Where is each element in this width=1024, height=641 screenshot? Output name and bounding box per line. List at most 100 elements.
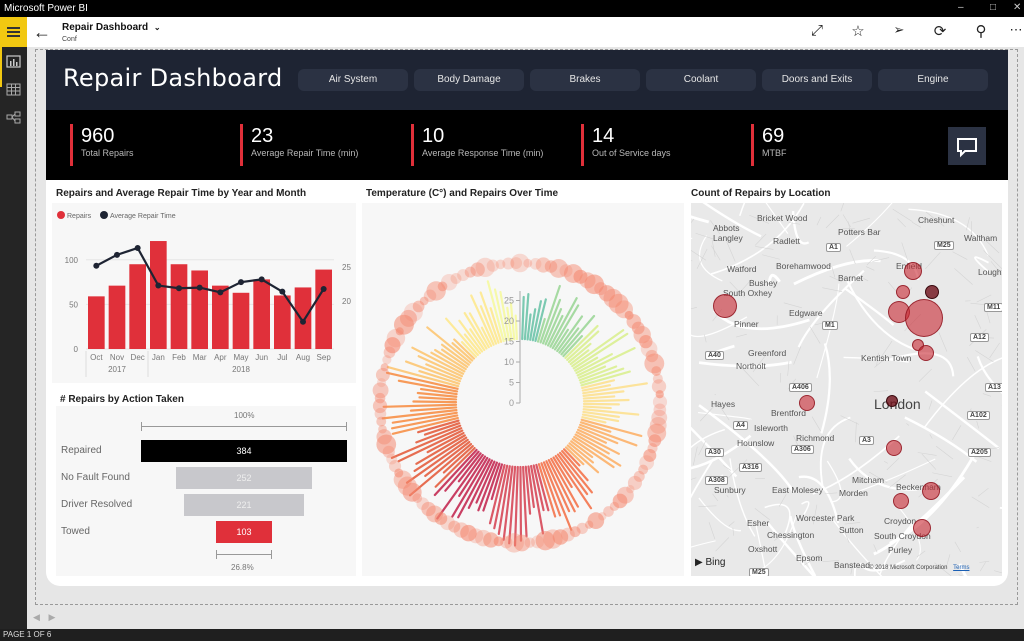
repair-bubble[interactable] — [470, 262, 485, 277]
location-bubble[interactable] — [925, 285, 939, 299]
favorite-star-icon[interactable]: ☆ — [851, 23, 865, 40]
repair-bubble[interactable] — [399, 309, 417, 327]
line-marker[interactable] — [93, 262, 100, 269]
repair-bubble[interactable] — [386, 453, 398, 465]
relationships-icon[interactable] — [6, 111, 21, 124]
terms-link[interactable]: Terms — [953, 565, 970, 571]
repair-bubble[interactable] — [486, 259, 499, 272]
repair-bubble[interactable] — [644, 353, 665, 374]
repair-bubble[interactable] — [464, 266, 476, 278]
bar-repairs[interactable] — [108, 285, 126, 349]
line-marker[interactable] — [217, 289, 224, 296]
repair-bubble[interactable] — [382, 355, 392, 365]
refresh-icon[interactable]: ⟳ — [933, 23, 947, 40]
repair-bubble[interactable] — [624, 310, 634, 320]
repair-bubble[interactable] — [633, 470, 645, 482]
maximize-button[interactable]: □ — [990, 2, 997, 13]
repair-bubble[interactable] — [374, 392, 386, 404]
repair-bubble[interactable] — [535, 257, 551, 273]
repair-bubble[interactable] — [378, 424, 387, 434]
repair-bubble[interactable] — [376, 434, 397, 455]
repair-bubble[interactable] — [372, 398, 388, 414]
more-icon[interactable]: ⋯ — [1009, 22, 1023, 37]
pin-icon[interactable]: ➢ — [893, 22, 905, 37]
repair-bubble[interactable] — [495, 259, 506, 270]
repair-bubble[interactable] — [426, 505, 444, 523]
repair-bubble[interactable] — [440, 274, 458, 291]
repair-bubble[interactable] — [584, 520, 594, 529]
radial-chart[interactable]: 0 5 10 15 20 25 — [362, 203, 684, 576]
repair-bubble[interactable] — [523, 258, 533, 268]
line-marker[interactable] — [300, 318, 306, 325]
repair-bubble[interactable] — [380, 363, 389, 372]
repair-bubble[interactable] — [372, 382, 389, 399]
repair-bubble[interactable] — [569, 526, 581, 538]
repair-bubble[interactable] — [559, 264, 573, 278]
repair-bubble[interactable] — [450, 273, 462, 284]
minimize-button[interactable]: – — [958, 2, 964, 13]
location-bubble[interactable] — [799, 395, 815, 411]
repair-bubble[interactable] — [376, 377, 387, 388]
bar-repairs[interactable] — [170, 264, 188, 349]
repair-bubble[interactable] — [640, 340, 658, 358]
repair-bubble[interactable] — [639, 334, 653, 349]
repair-bubble[interactable] — [412, 300, 425, 313]
slicer-doors-and-exits[interactable]: Doors and Exits — [762, 69, 872, 91]
repair-bubble[interactable] — [457, 269, 470, 282]
funnel-bar-repaired[interactable]: 384 — [141, 440, 347, 462]
report-title-dropdown[interactable]: Repair Dashboard ⌄ — [62, 22, 161, 33]
repair-bubble[interactable] — [397, 476, 417, 496]
repair-bubble[interactable] — [552, 529, 569, 545]
repair-bubble[interactable] — [423, 289, 437, 302]
repair-bubble[interactable] — [643, 448, 657, 462]
bar-repairs[interactable] — [294, 287, 312, 349]
bar-repairs[interactable] — [315, 269, 332, 349]
search-icon[interactable]: ⚲ — [975, 23, 987, 40]
repair-bubble[interactable] — [653, 403, 667, 417]
funnel-bar-driver-resolved[interactable]: 221 — [184, 494, 304, 516]
funnel-chart[interactable]: 100% Repaired No Fault Found Driver Reso… — [56, 406, 356, 576]
line-marker[interactable] — [258, 276, 265, 283]
repair-bubble[interactable] — [453, 522, 469, 538]
line-marker[interactable] — [134, 245, 141, 252]
repair-bubble[interactable] — [544, 260, 558, 273]
repair-bubble[interactable] — [375, 367, 390, 382]
repair-bubble[interactable] — [448, 520, 461, 533]
repair-bubble[interactable] — [598, 285, 616, 302]
line-marker[interactable] — [279, 288, 286, 295]
repair-bubble[interactable] — [374, 407, 387, 420]
slicer-engine[interactable]: Engine — [878, 69, 988, 91]
repair-bubble[interactable] — [376, 429, 392, 445]
location-bubble[interactable] — [913, 519, 931, 537]
bar-repairs[interactable] — [274, 295, 291, 349]
repair-bubble[interactable] — [603, 506, 614, 517]
repair-bubble[interactable] — [437, 281, 448, 292]
repair-bubble[interactable] — [434, 512, 448, 525]
location-bubble[interactable] — [886, 440, 902, 456]
slicer-air-system[interactable]: Air System — [298, 69, 408, 91]
repair-bubble[interactable] — [426, 281, 446, 301]
repair-bubble[interactable] — [475, 257, 495, 278]
line-marker[interactable] — [114, 251, 120, 258]
bar-repairs[interactable] — [212, 285, 229, 349]
repair-bubble[interactable] — [393, 314, 414, 335]
location-bubble[interactable] — [896, 285, 910, 299]
repair-bubble[interactable] — [631, 321, 645, 335]
previous-page-icon[interactable]: ◀ — [33, 612, 40, 622]
slicer-body-damage[interactable]: Body Damage — [414, 69, 524, 91]
repair-bubble[interactable] — [513, 534, 531, 552]
back-button[interactable]: ← — [33, 22, 51, 43]
location-bubble[interactable] — [886, 395, 898, 407]
location-bubble[interactable] — [893, 493, 909, 509]
repair-bubble[interactable] — [421, 501, 436, 517]
repair-bubble[interactable] — [504, 533, 524, 553]
repair-bubble[interactable] — [626, 485, 635, 494]
hamburger-menu-button[interactable] — [0, 17, 27, 47]
repair-bubble[interactable] — [416, 497, 430, 511]
repair-bubble[interactable] — [651, 379, 667, 394]
repair-bubble[interactable] — [648, 434, 662, 448]
repair-bubble[interactable] — [500, 536, 513, 549]
repair-bubble[interactable] — [608, 293, 629, 314]
close-button[interactable]: ✕ — [1013, 2, 1022, 13]
map-visual[interactable]: ▶ Bing © 2018 Microsoft Corporation Term… — [691, 203, 1002, 576]
